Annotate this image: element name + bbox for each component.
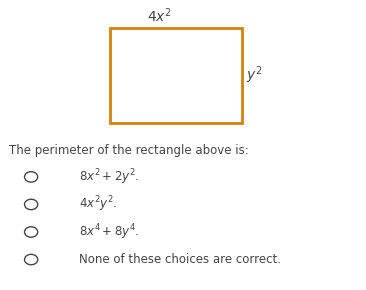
Text: $8x^4 + 8y^4.$: $8x^4 + 8y^4.$ — [79, 222, 139, 242]
Text: $8x^2 + 2y^2.$: $8x^2 + 2y^2.$ — [79, 167, 139, 187]
Bar — [110, 28, 242, 123]
Text: The perimeter of the rectangle above is:: The perimeter of the rectangle above is: — [9, 144, 249, 157]
Text: None of these choices are correct.: None of these choices are correct. — [79, 253, 281, 266]
Text: $4x^2$: $4x^2$ — [147, 6, 172, 25]
Text: $y^2$: $y^2$ — [246, 65, 262, 86]
Text: $4x^2y^2.$: $4x^2y^2.$ — [79, 195, 117, 214]
